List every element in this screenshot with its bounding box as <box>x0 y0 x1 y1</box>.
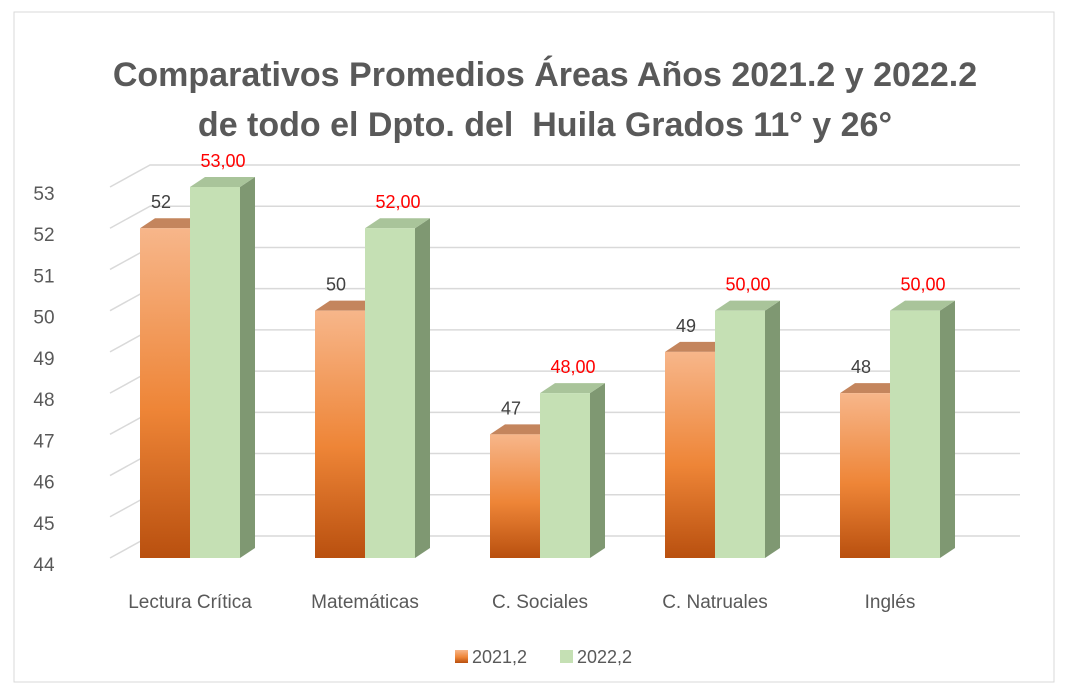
data-label: 50,00 <box>725 275 770 295</box>
y-tick-label: 51 <box>33 266 54 287</box>
bar <box>540 383 605 558</box>
x-tick-label: C. Natruales <box>662 592 768 613</box>
x-tick-label: Lectura Crítica <box>128 592 252 613</box>
y-tick-label: 52 <box>33 225 54 246</box>
data-label: 52 <box>151 192 171 212</box>
y-tick-label: 45 <box>33 514 54 535</box>
y-tick-label: 44 <box>33 555 55 576</box>
data-label: 48 <box>851 357 871 377</box>
y-tick-label: 46 <box>33 473 54 494</box>
x-tick-label: Matemáticas <box>311 592 419 613</box>
data-label: 53,00 <box>200 151 245 171</box>
bar <box>365 218 430 558</box>
y-tick-label: 48 <box>33 390 54 411</box>
data-label: 49 <box>676 316 696 336</box>
data-label: 50,00 <box>900 275 945 295</box>
chart-title: de todo el Dpto. del Huila Grados 11° y … <box>198 106 892 144</box>
bar <box>890 300 955 558</box>
x-tick-label: Inglés <box>865 592 916 613</box>
chart-title: Comparativos Promedios Áreas Años 2021.2… <box>113 56 977 94</box>
y-tick-label: 50 <box>33 308 54 329</box>
grid-line <box>109 205 1020 229</box>
x-tick-label: C. Sociales <box>492 592 588 613</box>
data-label: 48,00 <box>550 357 595 377</box>
legend-label: 2021,2 <box>472 647 527 667</box>
y-tick-label: 53 <box>33 184 54 205</box>
data-label: 50 <box>326 275 346 295</box>
bar <box>715 300 780 558</box>
legend-label: 2022,2 <box>577 647 632 667</box>
legend-swatch <box>455 650 468 663</box>
y-tick-label: 49 <box>33 349 54 370</box>
data-label: 52,00 <box>375 192 420 212</box>
legend-swatch <box>560 650 573 663</box>
y-tick-label: 47 <box>33 431 54 452</box>
bar <box>190 177 255 558</box>
data-label: 47 <box>501 398 521 418</box>
grid-line <box>109 164 1020 188</box>
